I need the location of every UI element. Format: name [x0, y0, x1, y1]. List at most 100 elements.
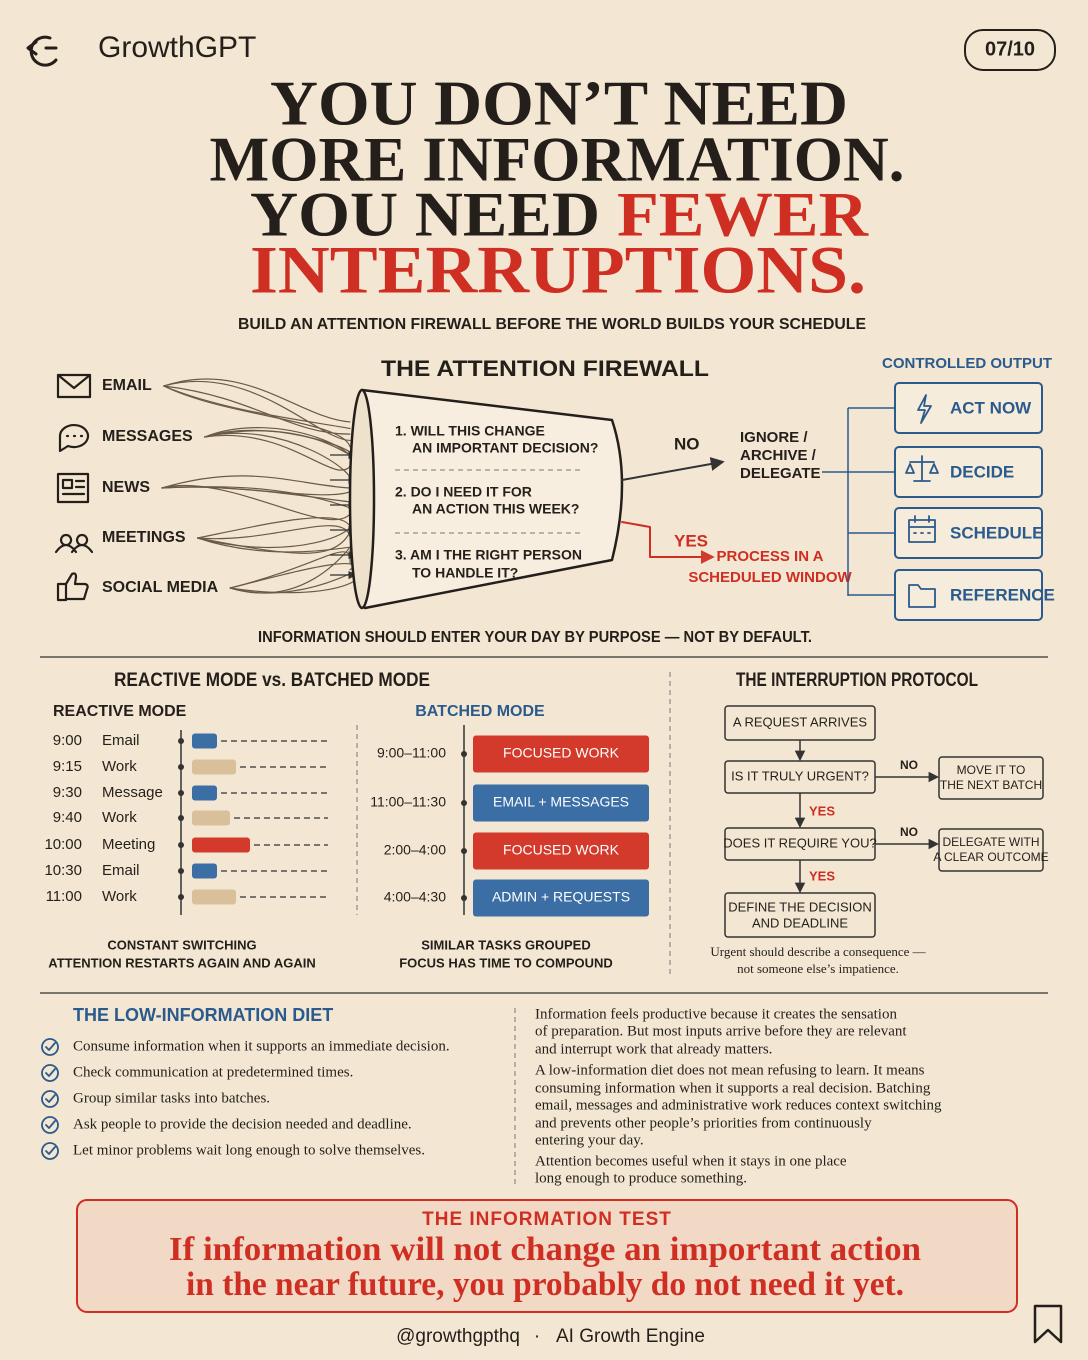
- check-icon: [45, 1042, 56, 1051]
- paragraph: A low-information diet does not mean ref…: [535, 1062, 925, 1078]
- input-icon: [58, 423, 90, 453]
- task-bar: [192, 889, 236, 905]
- firewall-footer: INFORMATION SHOULD ENTER YOUR DAY BY PUR…: [258, 629, 812, 646]
- flow-text: THE NEXT BATCH: [940, 778, 1042, 792]
- time: 11:00: [46, 888, 82, 905]
- footer-handle: @growthgpthq: [396, 1326, 520, 1347]
- flow-yes: YES: [809, 868, 835, 883]
- paragraph: long enough to produce something.: [535, 1170, 747, 1186]
- input-stream: [163, 380, 351, 442]
- question: TO HANDLE IT?: [412, 565, 518, 581]
- check-icon: [41, 1116, 59, 1134]
- output-icon: [917, 394, 932, 424]
- timeline-dot: [178, 868, 184, 874]
- task: Message: [102, 784, 163, 801]
- time: 9:15: [53, 758, 82, 775]
- check-icon: [45, 1120, 56, 1129]
- task: Work: [102, 758, 137, 775]
- funnel-mouth: [348, 388, 376, 610]
- page-number: 07/10: [985, 38, 1035, 60]
- caption: ATTENTION RESTARTS AGAIN AND AGAIN: [48, 955, 315, 970]
- paragraph: and prevents other people’s priorities f…: [535, 1115, 872, 1131]
- paragraph: email, messages and administrative work …: [535, 1097, 942, 1113]
- section-title: THE LOW-INFORMATION DIET: [73, 1005, 333, 1025]
- check-icon: [41, 1090, 59, 1108]
- headline-accent: FEWER: [617, 179, 869, 250]
- mode-title: BATCHED MODE: [415, 703, 545, 720]
- flow-text: DOES IT REQUIRE YOU?: [723, 835, 876, 850]
- section-title: REACTIVE MODE vs. BATCHED MODE: [114, 670, 430, 691]
- paragraph: entering your day.: [535, 1132, 644, 1148]
- mode-title: REACTIVE MODE: [53, 703, 187, 720]
- input-icon: [54, 533, 94, 554]
- timeline-dot: [178, 790, 184, 796]
- headline: YOU NEED: [250, 179, 600, 250]
- input-stream: [163, 385, 351, 435]
- diet-item: Consume information when it supports an …: [73, 1038, 450, 1054]
- funnel: [360, 388, 624, 610]
- no-result: ARCHIVE /: [740, 447, 817, 464]
- brand: GrowthGPT: [98, 31, 256, 64]
- output-box: [894, 446, 1043, 498]
- check-icon: [45, 1068, 56, 1077]
- output-label: REFERENCE: [950, 585, 1055, 604]
- question: AN ACTION THIS WEEK?: [412, 501, 579, 517]
- headline: YOU DON’T NEED: [270, 68, 848, 139]
- batch-block: [473, 832, 649, 870]
- output-label: SCHEDULE: [950, 523, 1044, 542]
- check-icon: [41, 1142, 59, 1160]
- time: 10:30: [44, 862, 82, 879]
- input-label: MEETINGS: [102, 529, 186, 546]
- input-stream: [196, 517, 351, 539]
- caption: SIMILAR TASKS GROUPED: [421, 937, 591, 952]
- timeline-dot: [461, 895, 467, 901]
- no-result: IGNORE /: [740, 429, 808, 446]
- input-label: EMAIL: [102, 377, 152, 394]
- input-stream: [196, 531, 351, 554]
- output-label: DECIDE: [950, 462, 1014, 481]
- check-icon: [45, 1094, 56, 1103]
- time: 9:00: [53, 732, 82, 749]
- time: 11:00–11:30: [370, 794, 446, 810]
- diet-item: Group similar tasks into batches.: [73, 1090, 270, 1106]
- test-title: THE INFORMATION TEST: [422, 1209, 672, 1230]
- question: 1. WILL THIS CHANGE: [395, 423, 545, 439]
- output-title: CONTROLLED OUTPUT: [882, 355, 1052, 372]
- task: Work: [102, 888, 137, 905]
- input-icon: [56, 472, 90, 504]
- headline: MORE INFORMATION.: [210, 124, 905, 195]
- task-bar: [192, 863, 217, 879]
- input-label: MESSAGES: [102, 428, 193, 445]
- test-line: in the near future, you probably do not …: [186, 1266, 904, 1303]
- flow-text: DEFINE THE DECISION: [728, 899, 872, 914]
- time: 9:00–11:00: [377, 745, 446, 761]
- task-bar: [192, 837, 250, 853]
- test-box: [76, 1199, 1018, 1313]
- yes-result: PROCESS IN A: [717, 548, 824, 565]
- batch-block: [473, 784, 649, 822]
- timeline-dot: [178, 764, 184, 770]
- paragraph: Attention becomes useful when it stays i…: [535, 1153, 847, 1169]
- input-label: SOCIAL MEDIA: [102, 579, 219, 596]
- flow-text: IS IT TRULY URGENT?: [731, 768, 869, 783]
- yes-arrow: [621, 521, 715, 564]
- input-stream: [161, 486, 351, 509]
- batch-block: [473, 735, 649, 773]
- flow-text: MOVE IT TO: [957, 763, 1026, 777]
- flow-no: NO: [900, 825, 918, 839]
- timeline-dot: [178, 894, 184, 900]
- timeline-dot: [178, 738, 184, 744]
- batch-label: EMAIL + MESSAGES: [493, 794, 629, 810]
- footer-tagline: AI Growth Engine: [556, 1326, 705, 1347]
- timeline-dot: [178, 842, 184, 848]
- time: 9:40: [53, 809, 82, 826]
- task: Work: [102, 809, 137, 826]
- time: 2:00–4:00: [384, 842, 446, 858]
- input-icon: [56, 572, 89, 602]
- input-stream: [161, 475, 351, 489]
- time: 10:00: [44, 836, 82, 853]
- input-icon: [56, 373, 92, 399]
- paragraph: and interrupt work that already matters.: [535, 1041, 772, 1057]
- task: Email: [102, 862, 140, 879]
- flow-text: DELEGATE WITH: [942, 835, 1039, 849]
